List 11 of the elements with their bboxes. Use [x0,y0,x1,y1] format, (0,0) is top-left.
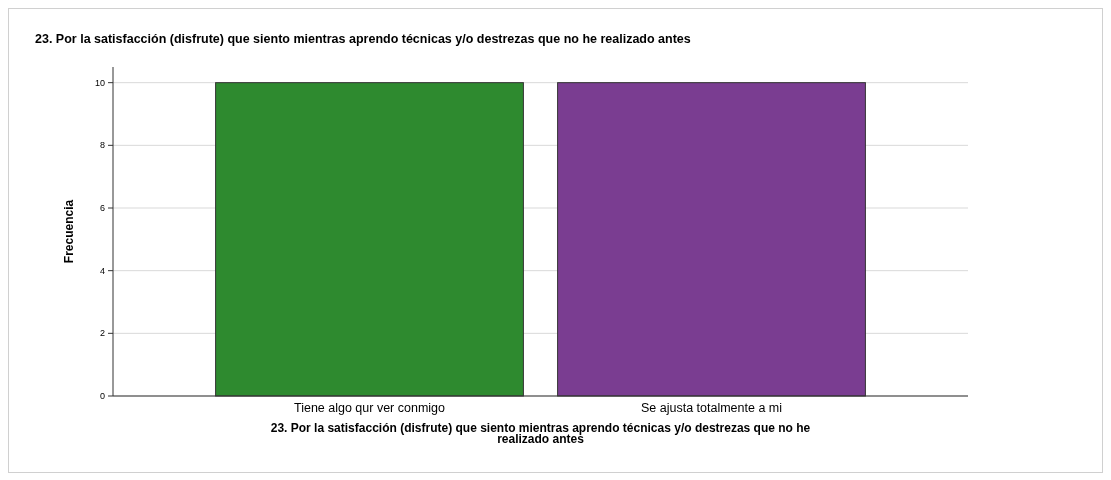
y-tick-label: 2 [99,328,105,339]
y-tick-label: 0 [99,391,105,402]
x-tick-label: Tiene algo qur ver conmigo [293,401,446,415]
y-tick-label: 4 [99,265,105,276]
y-tick-label: 6 [99,203,105,214]
chart-title: 23. Por la satisfacción (disfrute) que siento mientras aprendo técnicas y/o destrezas que no he realizado antes [35,32,691,46]
x-axis-title: 23. Por la satisfacción (disfrute) que siento mientras aprendo técnicas y/o destrezas que no he realizado antes [270,421,811,446]
y-tick-label: 10 [94,77,105,88]
y-tick-label: 8 [99,140,105,151]
x-tick-label: Se ajusta totalmente a mi [640,401,783,415]
y-axis-title: Frecuencia [62,199,76,264]
